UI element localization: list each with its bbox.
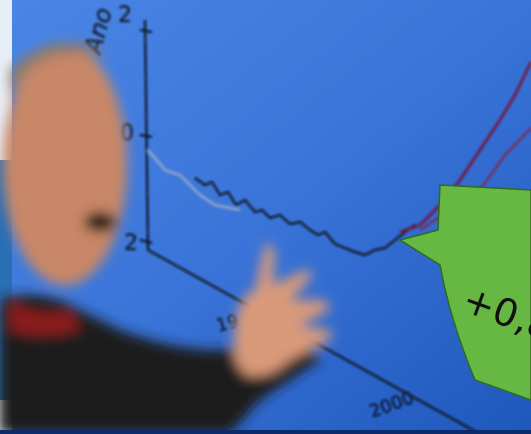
callout bbox=[398, 184, 531, 401]
microphone bbox=[84, 212, 116, 232]
y-axis bbox=[144, 19, 149, 251]
tick-label: 2 bbox=[118, 3, 132, 28]
head bbox=[3, 45, 127, 285]
bottom-edge bbox=[0, 430, 531, 434]
projection-line bbox=[399, 61, 531, 234]
hair bbox=[10, 42, 115, 100]
tick bbox=[139, 29, 153, 33]
tick bbox=[139, 134, 153, 138]
presenter bbox=[0, 42, 332, 434]
hand bbox=[234, 243, 332, 376]
temperature-line bbox=[194, 177, 416, 257]
tick-label: 2 bbox=[124, 231, 138, 256]
body bbox=[0, 295, 320, 434]
uncertainty-line bbox=[146, 149, 241, 212]
tick bbox=[139, 239, 153, 244]
collar bbox=[10, 300, 80, 335]
